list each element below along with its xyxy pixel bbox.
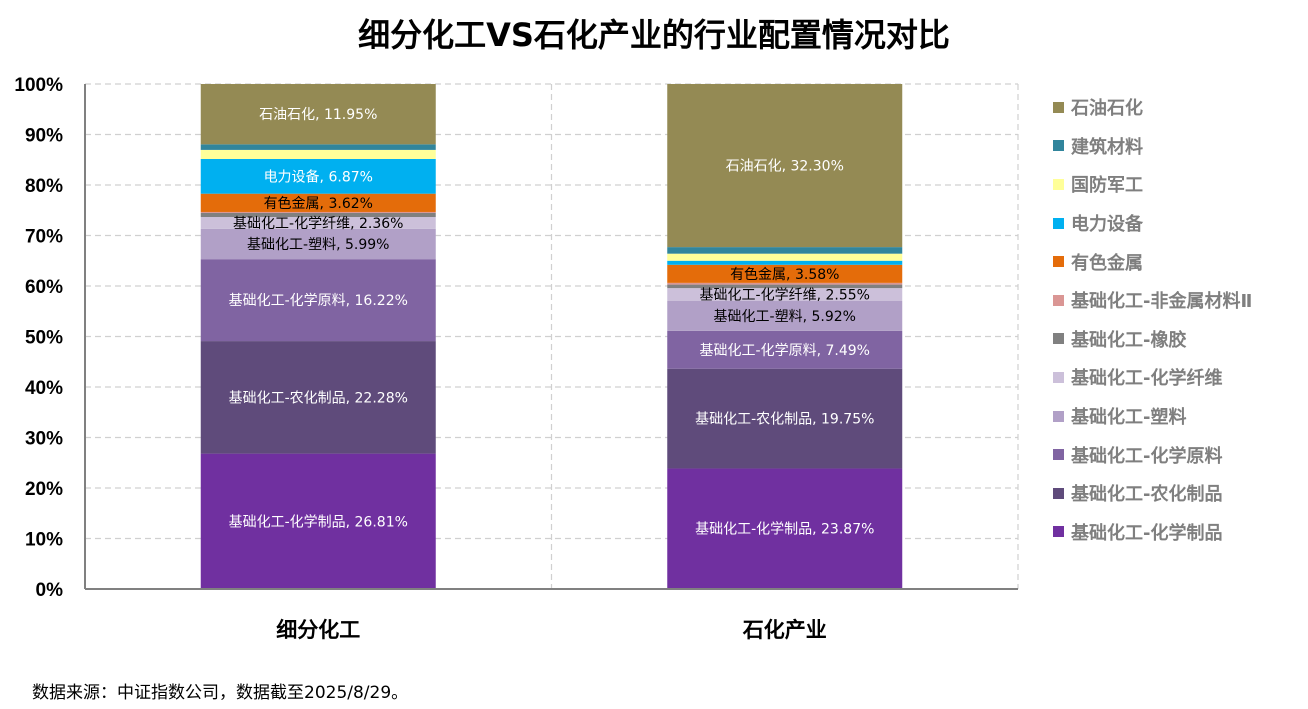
data-label: 基础化工-农化制品, 19.75% [695,411,874,428]
bar-segment [200,217,436,229]
y-tick-label: 60% [25,277,63,298]
data-label: 基础化工-化学纤维, 2.36% [233,215,403,232]
bar-segment [667,468,903,589]
bar-segment [200,212,436,218]
bar-segment [667,330,903,369]
legend-label: 建筑材料 [1071,136,1143,158]
axes [84,84,1018,590]
legend-item: 电力设备 [1053,204,1252,243]
data-label: 石油石化, 32.30% [726,159,844,175]
legend-swatch [1053,371,1064,383]
y-tick-label: 30% [25,429,63,450]
legend-item: 基础化工-塑料 [1053,397,1252,436]
legend-swatch [1053,410,1064,422]
y-axis-ticks: 0% 10% 20% 30% 40% 50% 60% 70% 80% 90% 100% [14,75,63,601]
bar-segment [200,228,436,260]
legend-item: 国防军工 [1053,165,1252,204]
legend-label: 基础化工-农化制品 [1071,484,1223,506]
y-tick-label: 20% [25,479,63,500]
data-label: 电力设备, 6.87% [264,168,373,185]
legend-item: 基础化工-化学原料 [1053,435,1252,474]
legend-item: 基础化工-橡胶 [1053,320,1252,359]
data-label: 基础化工-化学制品, 26.81% [229,513,408,530]
bar-segment [667,300,903,331]
data-label: 石油石化, 11.95% [259,107,377,123]
y-tick-label: 70% [25,227,63,248]
legend-swatch [1053,449,1064,461]
bar-segment [667,368,903,469]
x-axis-ticks: 细分化工 石化产业 [276,618,827,642]
legend-item: 建筑材料 [1053,127,1252,166]
bar-segment [200,158,436,194]
y-tick-label: 90% [25,126,63,147]
x-tick-label: 石化产业 [742,618,827,642]
legend-item: 有色金属 [1053,242,1252,281]
data-label: 基础化工-农化制品, 22.28% [229,389,408,406]
data-label: 基础化工-塑料, 5.92% [714,308,856,325]
data-label: 基础化工-塑料, 5.99% [247,236,389,253]
legend-label: 基础化工-塑料 [1071,407,1187,429]
data-label: 有色金属, 3.58% [730,266,839,283]
bar-segment [667,260,903,265]
legend-label: 国防军工 [1071,175,1143,197]
bar-segment [200,453,436,589]
legend-label: 基础化工-化学纤维 [1071,368,1223,390]
legend-label: 石油石化 [1071,98,1143,120]
legend-swatch [1053,178,1064,190]
bar-segment [667,284,903,289]
legend-label: 基础化工-橡胶 [1071,329,1187,351]
x-tick-label: 细分化工 [276,618,360,642]
legend-item: 石油石化 [1053,88,1252,127]
legend-label: 电力设备 [1071,214,1143,236]
data-label: 基础化工-化学纤维, 2.55% [700,287,870,304]
data-label: 基础化工-化学原料, 7.49% [700,342,870,359]
legend-label: 基础化工-化学制品 [1071,522,1223,544]
bar-segment [200,259,436,342]
bar-segment [200,193,436,212]
legend-swatch [1053,333,1064,345]
bars [200,84,903,589]
bar-segment [200,144,436,150]
legend-swatch [1053,101,1064,113]
legend-swatch [1053,256,1064,268]
legend: 石油石化 建筑材料 国防军工 电力设备 有色金属 基础化工-非金属材料Ⅱ 基础化工-橡胶 基础… [1053,88,1252,551]
bar-segment [200,84,436,145]
data-label: 有色金属, 3.62% [264,195,373,212]
data-label: 基础化工-化学制品, 23.87% [695,521,874,538]
y-tick-label: 40% [25,378,63,399]
y-tick-label: 100% [14,75,63,96]
legend-item: 基础化工-非金属材料Ⅱ [1053,281,1252,320]
data-label: 基础化工-化学原料, 16.22% [229,292,408,309]
legend-item: 基础化工-化学纤维 [1053,358,1252,397]
bar-segment [667,264,903,283]
y-tick-label: 80% [25,176,63,197]
data-labels: 基础化工-化学制品, 26.81% 基础化工-农化制品, 22.28% 基础化工-化… [229,107,875,538]
y-tick-label: 50% [25,328,63,349]
legend-swatch [1053,526,1064,538]
bar-segment [667,247,903,254]
legend-label: 基础化工-化学原料 [1071,445,1223,467]
source-note: 数据来源：中证指数公司，数据截至2025/8/29。 [32,683,409,703]
legend-item: 基础化工-化学制品 [1053,513,1252,552]
legend-item: 基础化工-农化制品 [1053,474,1252,513]
legend-swatch [1053,294,1064,306]
bar-segment [200,211,436,213]
legend-swatch [1053,217,1064,229]
bar-segment [667,84,903,248]
legend-label: 基础化工-非金属材料Ⅱ [1071,291,1253,313]
legend-swatch [1053,487,1064,499]
bar-segment [667,282,903,285]
bar-segment [200,341,436,454]
legend-swatch [1053,140,1064,152]
bar-segment [667,253,903,261]
bar-segment [200,149,436,159]
bar-segment [667,288,903,301]
y-tick-label: 0% [36,580,64,601]
chart-title: 细分化工VS石化产业的行业配置情况对比 [358,16,950,54]
y-tick-label: 10% [25,530,63,551]
legend-label: 有色金属 [1071,252,1143,274]
